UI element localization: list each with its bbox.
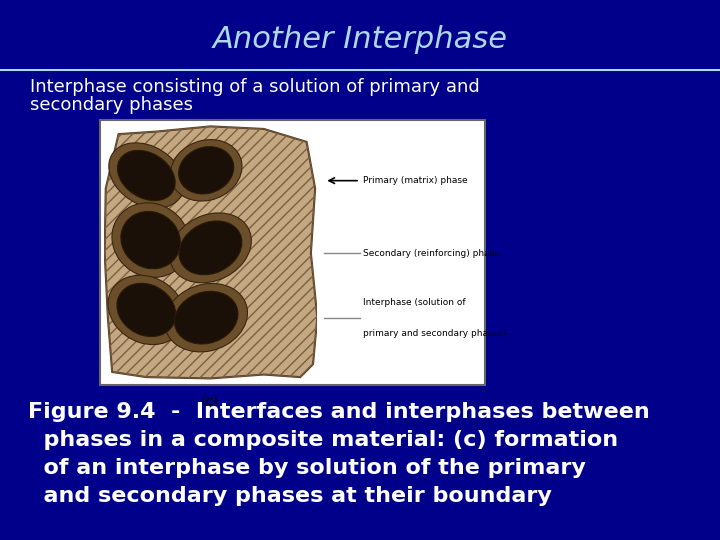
Ellipse shape <box>179 147 234 194</box>
Ellipse shape <box>108 275 184 345</box>
Text: of an interphase by solution of the primary: of an interphase by solution of the prim… <box>28 458 586 478</box>
Ellipse shape <box>171 139 242 201</box>
Text: Primary (matrix) phase: Primary (matrix) phase <box>363 176 468 185</box>
Text: Interphase (solution of: Interphase (solution of <box>363 298 466 307</box>
Text: and secondary phases at their boundary: and secondary phases at their boundary <box>28 486 552 506</box>
Ellipse shape <box>121 212 180 269</box>
Text: Figure 9.4  -  Interfaces and interphases between: Figure 9.4 - Interfaces and interphases … <box>28 402 649 422</box>
Text: Interphase consisting of a solution of primary and: Interphase consisting of a solution of p… <box>30 78 480 96</box>
Ellipse shape <box>179 221 242 275</box>
Ellipse shape <box>174 292 238 344</box>
Polygon shape <box>104 126 318 379</box>
Bar <box>100 120 485 385</box>
Text: (c): (c) <box>202 395 219 408</box>
Ellipse shape <box>117 150 175 200</box>
Text: Another Interphase: Another Interphase <box>212 25 508 55</box>
Ellipse shape <box>112 203 189 278</box>
Text: phases in a composite material: (c) formation: phases in a composite material: (c) form… <box>28 430 618 450</box>
Ellipse shape <box>117 284 176 336</box>
Text: Secondary (reinforcing) phase: Secondary (reinforcing) phase <box>363 248 500 258</box>
Text: primary and secondary phases): primary and secondary phases) <box>363 329 507 338</box>
Ellipse shape <box>169 213 251 283</box>
Text: secondary phases: secondary phases <box>30 96 193 114</box>
Ellipse shape <box>109 143 184 208</box>
Ellipse shape <box>165 284 248 352</box>
